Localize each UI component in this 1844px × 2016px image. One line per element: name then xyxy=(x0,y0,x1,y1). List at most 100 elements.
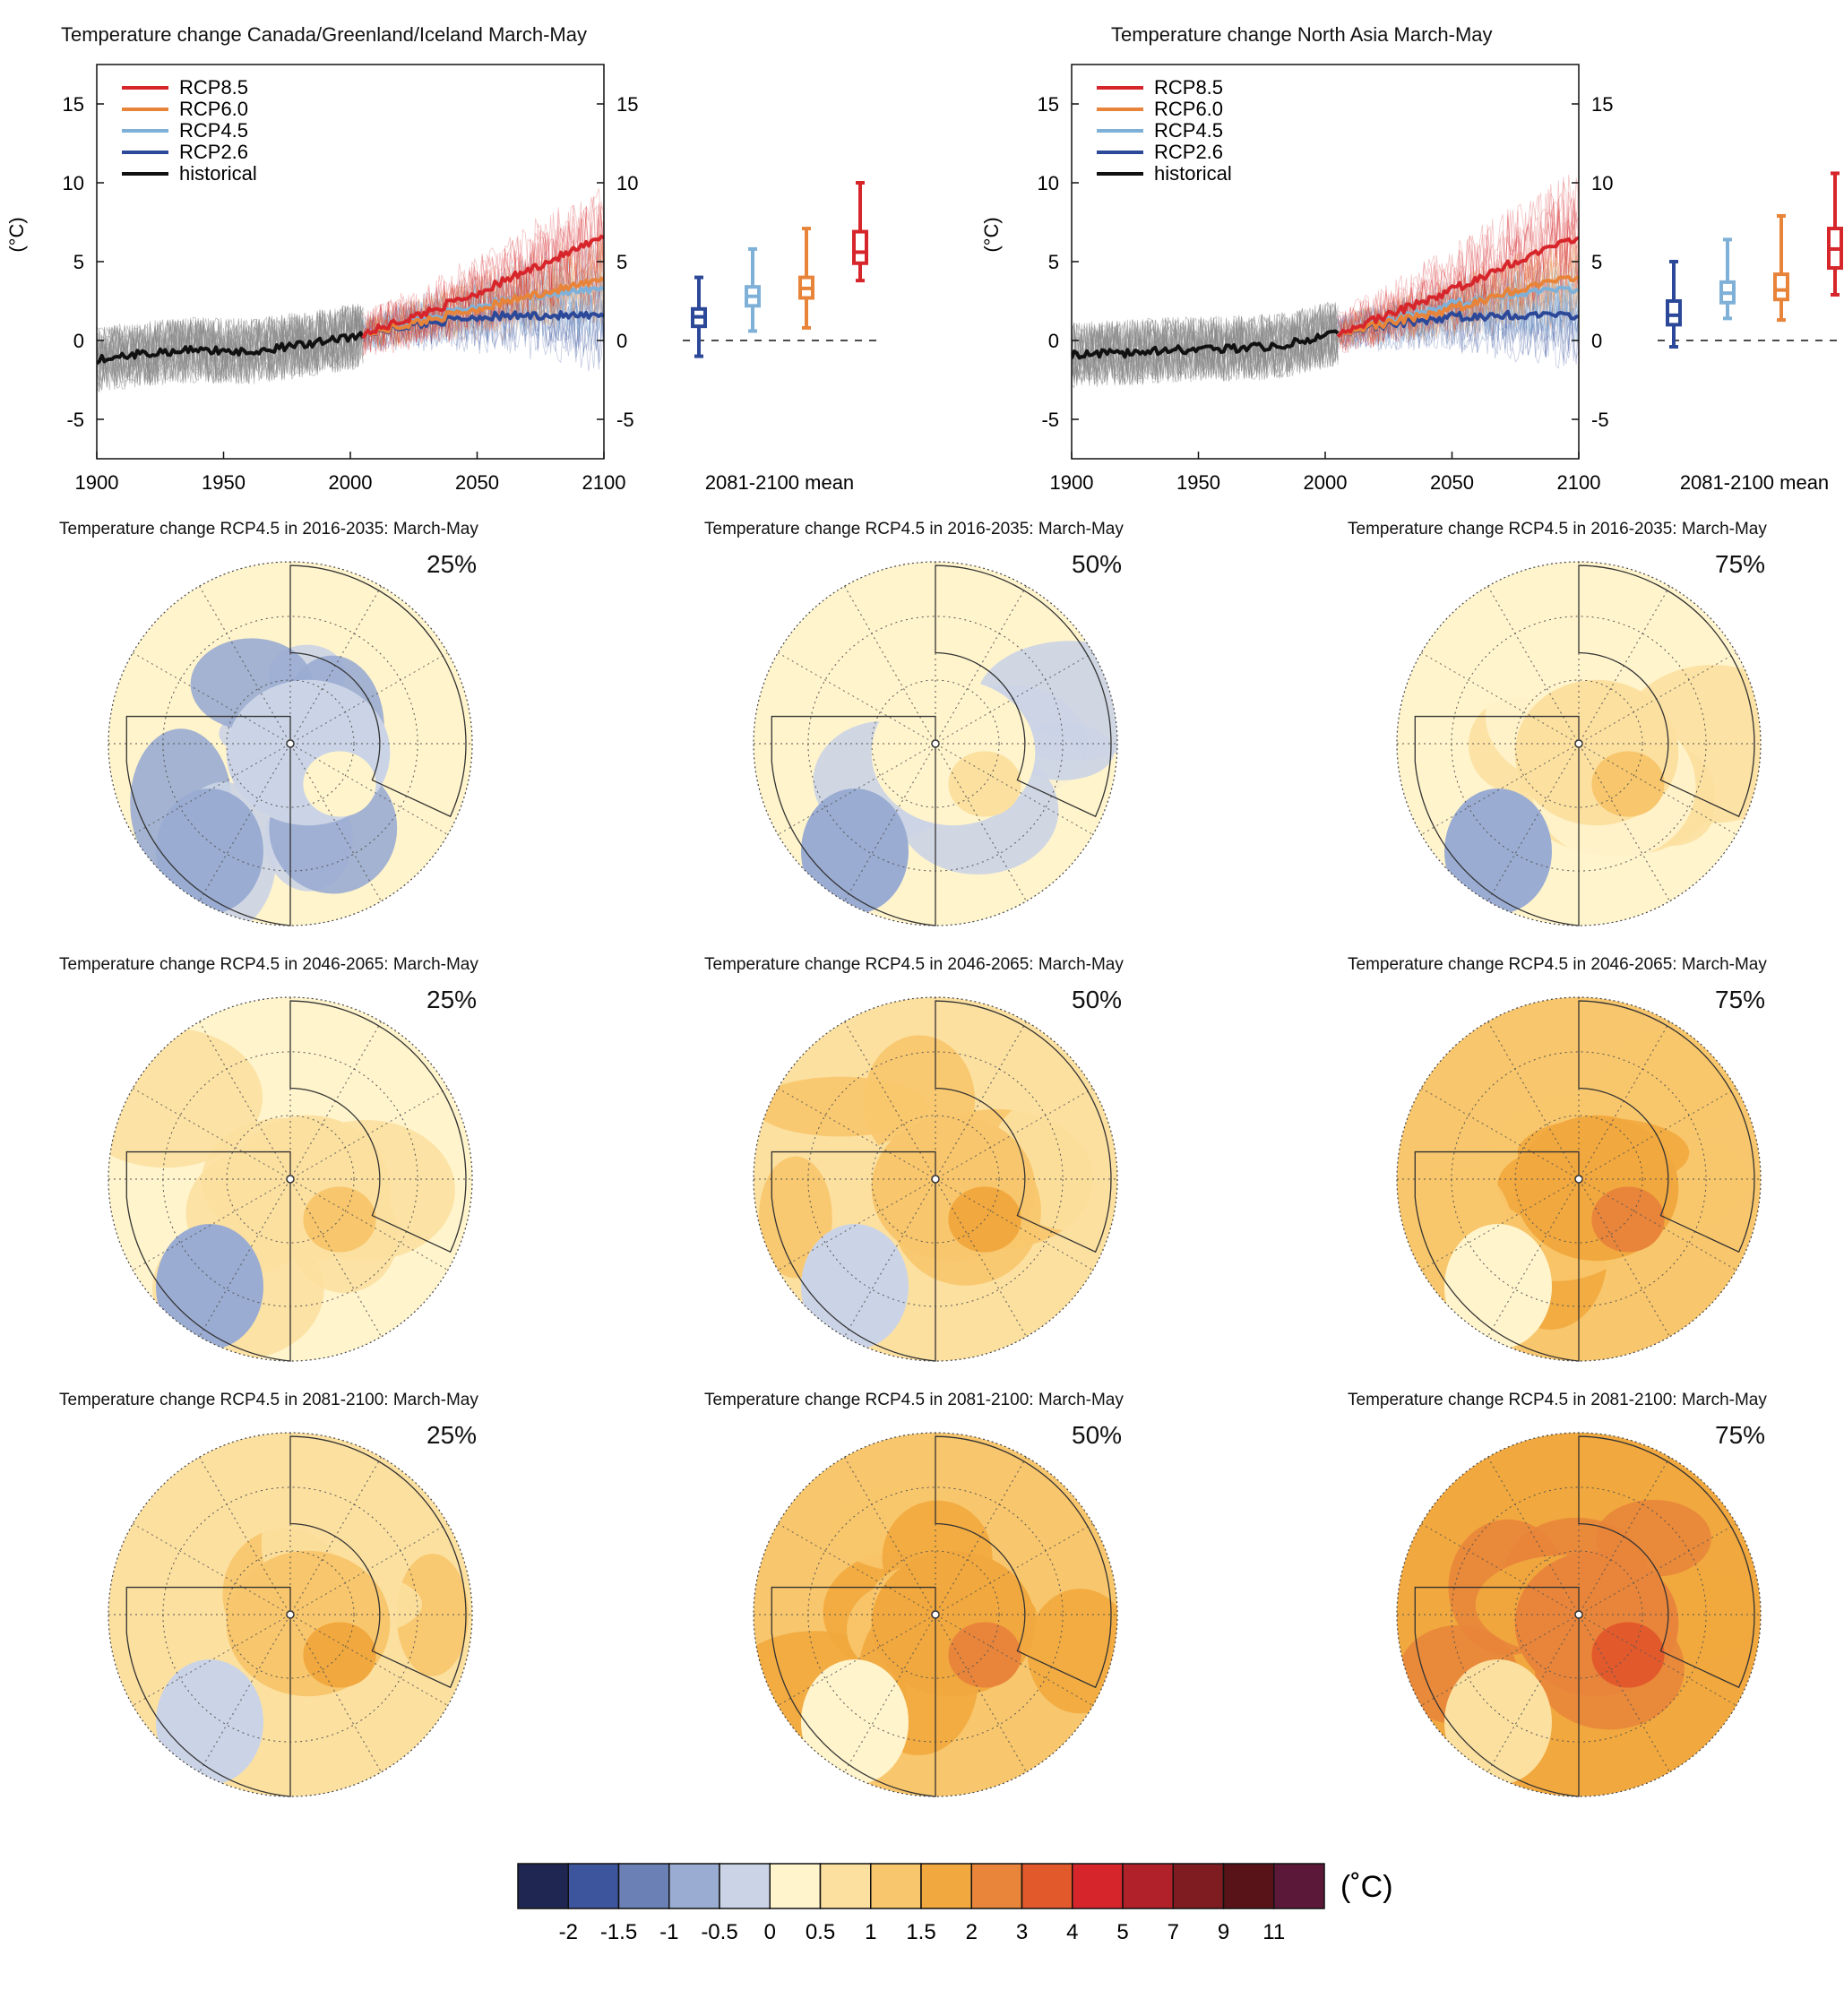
y-tick-label: 0 xyxy=(1048,330,1059,352)
colorbar-unit: (˚C) xyxy=(1340,1870,1393,1904)
x-tick-label: 1900 xyxy=(1050,471,1094,494)
map-boundary xyxy=(1396,996,1762,1362)
north-pole-marker xyxy=(931,1175,940,1184)
x-tick-label: 2050 xyxy=(1430,471,1474,494)
map-title: Temperature change RCP4.5 in 2081-2100: … xyxy=(59,1391,478,1409)
colorbar-tick-label: 1 xyxy=(865,1920,876,1944)
map-boundary xyxy=(753,1432,1118,1797)
meridian-line xyxy=(199,585,382,902)
meridian-line xyxy=(1487,1021,1670,1338)
model-run-rcp2.6 xyxy=(1337,263,1579,349)
legend-label: RCP4.5 xyxy=(1154,119,1223,142)
legend-label: RCP4.5 xyxy=(179,119,248,142)
y-tick-label-right: 0 xyxy=(616,330,627,352)
map-region-min xyxy=(801,1224,909,1349)
region-outline-north-asia xyxy=(935,564,1112,818)
time-series-panel-1: 1900 1950 2000 2050 2100 -5 -5 0 0 5 5 10 10 15 15 (°C)… xyxy=(980,64,1844,494)
panel-title-north-asia: Temperature change North Asia March-May xyxy=(1111,23,1493,46)
y-axis-label: (°C) xyxy=(980,217,1003,252)
model-run-rcp8.5 xyxy=(1338,173,1579,344)
colorbar-tick-label: 11 xyxy=(1262,1920,1285,1944)
series-line-rcp8.5 xyxy=(361,234,604,340)
meridian-line xyxy=(1487,1456,1670,1773)
boxplot-axis-label: 2081-2100 mean xyxy=(1680,471,1829,494)
model-run-rcp8.5 xyxy=(1337,194,1579,346)
polar-map xyxy=(108,1432,473,1797)
y-tick-label: -5 xyxy=(66,409,84,431)
colorbar-swatch xyxy=(819,1863,872,1909)
meridian-line xyxy=(132,1523,449,1706)
colorbar-tick-label: -0.5 xyxy=(701,1920,737,1944)
latitude-circle xyxy=(871,679,1000,808)
model-run-rcp8.5 xyxy=(362,202,604,346)
region-outline-canada xyxy=(771,1586,936,1797)
meridian-line xyxy=(844,585,1027,902)
meridian-line xyxy=(777,652,1094,835)
legend-label: RCP2.6 xyxy=(1154,141,1223,163)
map-boundary xyxy=(1396,1432,1762,1797)
north-pole-marker xyxy=(286,1175,295,1184)
polar-map xyxy=(753,561,1118,926)
boxplot-rcp2.6 xyxy=(1666,260,1682,349)
map-region-min xyxy=(1444,1659,1552,1785)
colorbar-tick-label: 0.5 xyxy=(806,1920,835,1944)
map-fill xyxy=(1397,562,1761,926)
map-title: Temperature change RCP4.5 in 2081-2100: … xyxy=(1348,1391,1767,1409)
meridian-line xyxy=(777,1088,1094,1271)
map-fill xyxy=(754,562,1117,926)
map-region-min xyxy=(801,1659,909,1785)
y-tick-label-right: -5 xyxy=(616,409,634,431)
north-pole-marker xyxy=(1574,739,1583,748)
time-series-charts: 1900 1950 2000 2050 2100 -5 -5 0 0 5 5 10 10 15 15 (°C)… xyxy=(5,64,1844,494)
meridian-line xyxy=(1487,1456,1670,1773)
model-run-rcp8.5 xyxy=(362,205,604,356)
meridian-line xyxy=(1487,585,1670,902)
region-outline-canada xyxy=(771,715,936,926)
series-line-rcp8.5 xyxy=(1336,236,1579,338)
region-outline-canada xyxy=(125,1150,291,1362)
boxplot-rcp4.5 xyxy=(1719,237,1736,321)
region-outline-canada xyxy=(125,715,291,926)
legend-label: RCP6.0 xyxy=(1154,98,1223,120)
meridian-line xyxy=(844,585,1027,902)
x-tick-label: 2050 xyxy=(455,471,499,494)
percentile-label: 50% xyxy=(1072,550,1123,578)
map-region-min xyxy=(1444,1224,1552,1349)
model-run-rcp6.0 xyxy=(362,233,604,347)
colorbar-tick-label: 5 xyxy=(1116,1920,1128,1944)
model-run-rcp4.5 xyxy=(362,244,604,346)
colorbar-tick-label: -1 xyxy=(659,1920,678,1944)
region-outline-canada xyxy=(1414,1150,1580,1362)
model-run-rcp8.5 xyxy=(362,219,604,353)
north-pole-marker xyxy=(931,1610,940,1619)
map-title: Temperature change RCP4.5 in 2046-2065: … xyxy=(1348,955,1767,974)
percentile-label: 50% xyxy=(1072,1421,1123,1449)
region-outline-canada xyxy=(125,1586,291,1797)
boxplot-box xyxy=(1666,299,1682,327)
legend-label: RCP2.6 xyxy=(179,141,248,163)
map-fill xyxy=(754,997,1117,1361)
meridian-line xyxy=(199,1021,382,1338)
map-title: Temperature change RCP4.5 in 2081-2100: … xyxy=(704,1391,1124,1409)
y-tick-label: 15 xyxy=(63,93,84,116)
polar-map xyxy=(1396,561,1762,926)
meridian-line xyxy=(132,1088,449,1271)
north-pole-marker xyxy=(1574,1610,1583,1619)
legend-label: RCP8.5 xyxy=(1154,76,1223,99)
north-pole-marker xyxy=(931,739,940,748)
meridian-line xyxy=(844,1456,1027,1773)
colorbar-tick-label: 3 xyxy=(1016,1920,1028,1944)
map-region-min xyxy=(801,788,909,914)
meridian-line xyxy=(844,1021,1027,1338)
model-run-rcp8.5 xyxy=(362,188,604,352)
y-tick-label: 0 xyxy=(73,330,84,352)
colorbar-swatch xyxy=(668,1863,720,1909)
colorbar-swatch xyxy=(567,1863,620,1909)
percentile-label: 25% xyxy=(427,550,478,578)
y-tick-label-right: 10 xyxy=(616,172,638,194)
polar-map xyxy=(1396,996,1762,1362)
model-run-rcp2.6 xyxy=(362,275,604,348)
meridian-line xyxy=(1487,1021,1670,1338)
latitude-circle xyxy=(871,1550,1000,1679)
y-tick-label: 10 xyxy=(1038,172,1059,194)
